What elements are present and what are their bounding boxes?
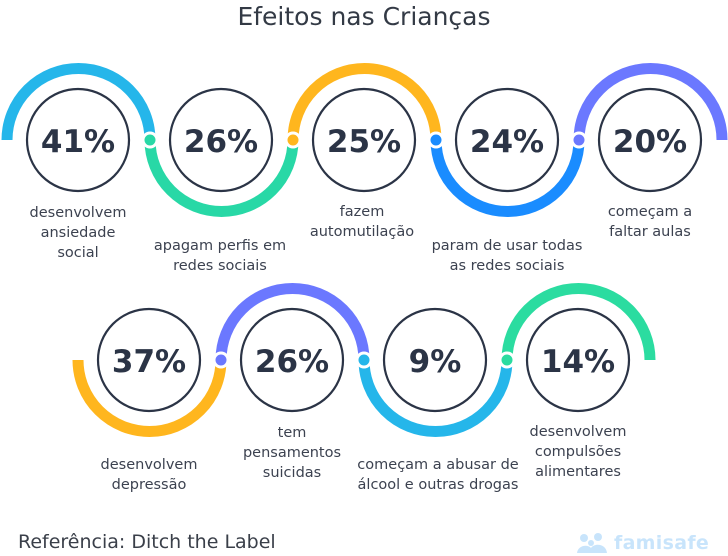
arc-row2-3 <box>358 359 513 437</box>
arc-row2-1 <box>72 359 227 437</box>
junction-dot <box>498 351 516 369</box>
stat-value: 20% <box>613 124 687 160</box>
stat-label: desenvolvem compulsões alimentares <box>529 424 627 480</box>
stat-value: 25% <box>327 124 401 160</box>
junction-dot <box>427 131 445 149</box>
arc-row1-5 <box>573 63 728 141</box>
stat-circle <box>96 307 202 413</box>
stat-label: param de usar todas as redes sociais <box>431 238 583 274</box>
reference-note: Referência: Ditch the Label <box>18 531 276 553</box>
arc-row1-1 <box>1 63 156 141</box>
stat-value: 26% <box>255 344 329 380</box>
family-icon <box>577 533 607 553</box>
stat-circle <box>525 307 631 413</box>
junction-dot <box>212 351 230 369</box>
junction-dot <box>570 131 588 149</box>
stat-label: começam a faltar aulas <box>607 204 693 240</box>
stat-circle <box>239 307 345 413</box>
stat-label: tem pensamentos suicidas <box>242 425 342 481</box>
stat-label: desenvolvem depressão <box>100 457 198 493</box>
stat-label: desenvolvem ansiedade social <box>29 205 127 261</box>
famisafe-logo: famisafe <box>576 531 709 555</box>
stat-value: 37% <box>112 344 186 380</box>
page-title: Efeitos nas Crianças <box>237 2 491 31</box>
stat-value: 9% <box>409 344 462 380</box>
stat-circle <box>25 87 131 193</box>
stat-value: 41% <box>41 124 115 160</box>
junction-dot <box>284 131 302 149</box>
stat-value: 14% <box>541 344 615 380</box>
arc-row2-2 <box>215 283 370 361</box>
stat-circle <box>168 87 274 193</box>
stat-label: apagam perfis em redes sociais <box>153 238 287 274</box>
logo-word: famisafe <box>614 532 710 554</box>
stat-value: 26% <box>184 124 258 160</box>
stat-circle <box>454 87 560 193</box>
stat-label: começam a abusar de álcool e outras droga… <box>357 457 519 493</box>
stat-label: fazem automutilação <box>309 204 415 240</box>
arc-row1-2 <box>144 139 299 217</box>
stat-value: 24% <box>470 124 544 160</box>
stat-circle <box>597 87 703 193</box>
arc-row1-3 <box>287 63 442 141</box>
stat-circle <box>311 87 417 193</box>
arc-row2-4 <box>501 283 656 361</box>
junction-dot <box>355 351 373 369</box>
arc-row1-4 <box>430 139 585 217</box>
stat-circle <box>382 307 488 413</box>
junction-dot <box>141 131 159 149</box>
